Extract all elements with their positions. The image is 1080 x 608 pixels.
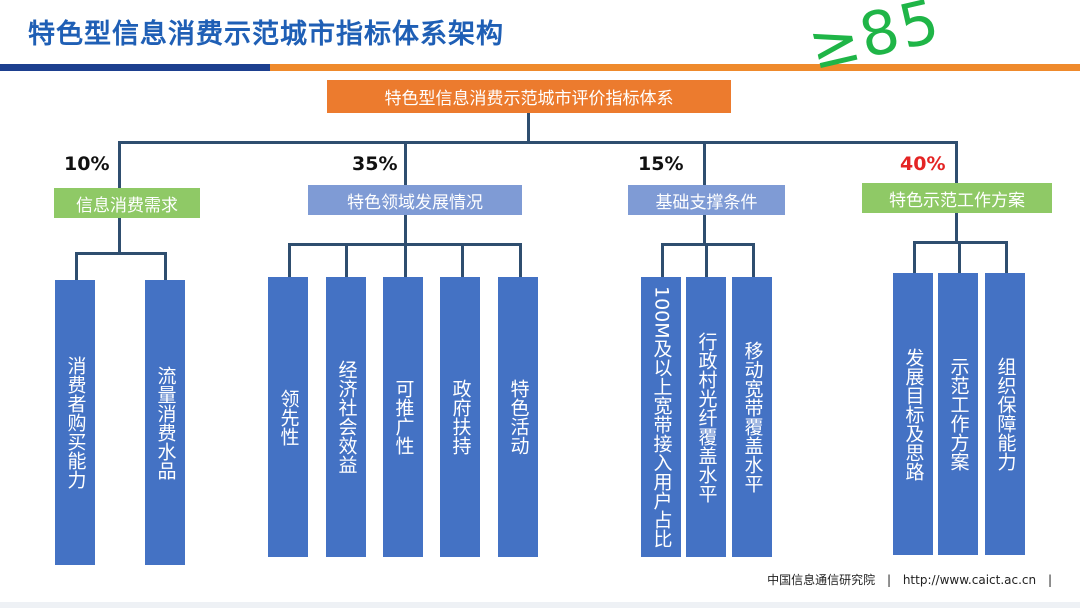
indicator-demonstration-plan: 示范工作方案 — [938, 273, 978, 555]
connector — [404, 243, 407, 277]
connector — [703, 141, 706, 185]
root-node: 特色型信息消费示范城市评价指标体系 — [327, 80, 731, 113]
connector — [958, 241, 961, 273]
category-feature: 特色领域发展情况 — [308, 185, 522, 215]
category-infrastructure: 基础支撑条件 — [628, 185, 785, 215]
indicator-consumer-purchasing-power: 消费者购买能力 — [55, 280, 95, 565]
weight-demand: 10% — [64, 153, 110, 175]
indicator-broadband-100m-ratio: 100M及以上宽带接入用户占比 — [641, 277, 681, 557]
connector — [955, 141, 958, 183]
indicator-government-support: 政府扶持 — [440, 277, 480, 557]
weight-infrastructure: 15% — [638, 153, 684, 175]
connector — [288, 243, 291, 277]
connector — [661, 243, 755, 246]
page-title: 特色型信息消费示范城市指标体系架构 — [28, 19, 504, 50]
connector — [75, 252, 78, 280]
footer-org: 中国信息通信研究院 — [767, 573, 876, 587]
connector — [404, 141, 407, 185]
connector — [705, 243, 708, 277]
connector — [164, 252, 167, 280]
connector — [519, 243, 522, 277]
indicator-village-fiber-coverage: 行政村光纤覆盖水平 — [686, 277, 726, 557]
connector — [661, 243, 664, 277]
indicator-featured-activities: 特色活动 — [498, 277, 538, 557]
weight-feature: 35% — [352, 153, 398, 175]
connector — [461, 243, 464, 277]
indicator-traffic-consumption: 流量消费水品 — [145, 280, 185, 565]
connector — [75, 252, 167, 255]
footer-band — [0, 602, 1080, 608]
connector — [404, 215, 407, 245]
footer: 中国信息通信研究院 | http://www.caict.ac.cn | — [767, 571, 1052, 588]
connector — [118, 218, 121, 254]
connector — [752, 243, 755, 277]
indicator-organizational-assurance: 组织保障能力 — [985, 273, 1025, 555]
footer-separator: | — [1047, 573, 1052, 587]
indicator-leadership: 领先性 — [268, 277, 308, 557]
indicator-mobile-broadband-coverage: 移动宽带覆盖水平 — [732, 277, 772, 557]
header-band-blue — [0, 64, 270, 71]
connector — [345, 243, 348, 277]
connector — [118, 141, 121, 188]
category-plan: 特色示范工作方案 — [862, 183, 1052, 213]
connector — [913, 241, 916, 273]
indicator-socioeconomic-benefit: 经济社会效益 — [326, 277, 366, 557]
connector — [1005, 241, 1008, 273]
footer-url: http://www.caict.ac.cn — [902, 573, 1037, 587]
header-band-orange — [270, 64, 1080, 71]
footer-separator: | — [886, 573, 891, 587]
indicator-replicability: 可推广性 — [383, 277, 423, 557]
indicator-goals-and-approach: 发展目标及思路 — [893, 273, 933, 555]
connector — [703, 215, 706, 245]
connector — [955, 213, 958, 243]
connector — [118, 141, 958, 144]
connector — [527, 113, 530, 143]
weight-plan: 40% — [900, 153, 946, 175]
category-demand: 信息消费需求 — [54, 188, 200, 218]
handwritten-note: ≥85 — [802, 0, 948, 85]
